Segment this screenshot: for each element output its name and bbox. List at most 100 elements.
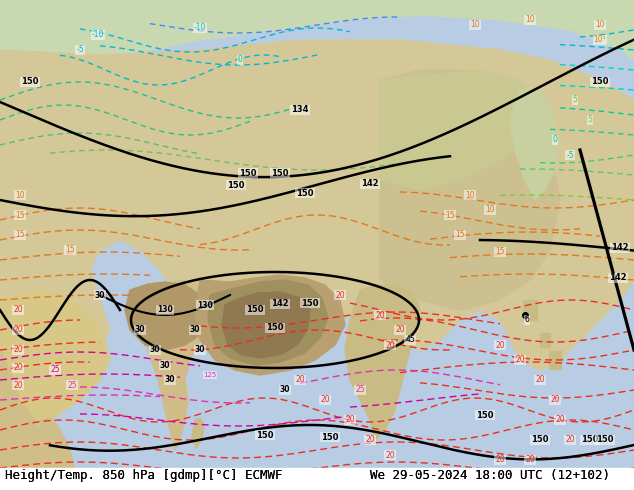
Text: 134: 134 <box>291 105 309 115</box>
Text: Height/Temp. 850 hPa [gdmp][°C] ECMWF: Height/Temp. 850 hPa [gdmp][°C] ECMWF <box>5 469 283 482</box>
Text: 30: 30 <box>195 345 205 354</box>
Text: 20: 20 <box>320 395 330 405</box>
Text: 30: 30 <box>150 345 160 354</box>
Text: 150: 150 <box>301 298 319 308</box>
Polygon shape <box>125 282 205 350</box>
Text: 20: 20 <box>13 381 23 390</box>
Polygon shape <box>192 418 204 448</box>
Text: 10: 10 <box>525 16 535 24</box>
Text: 142: 142 <box>611 244 629 252</box>
Text: 20: 20 <box>13 364 23 372</box>
Text: 20: 20 <box>550 395 560 405</box>
Text: 10: 10 <box>485 205 495 215</box>
Text: 142: 142 <box>609 273 627 283</box>
Text: 125: 125 <box>204 372 217 378</box>
Polygon shape <box>380 70 560 310</box>
Text: 0: 0 <box>553 136 557 145</box>
Text: 150: 150 <box>22 77 39 87</box>
Text: 30: 30 <box>94 291 105 299</box>
Text: 20: 20 <box>555 416 565 424</box>
Text: -5: -5 <box>566 150 574 160</box>
Text: 150: 150 <box>476 411 494 419</box>
Polygon shape <box>523 300 537 320</box>
Text: 20: 20 <box>395 325 405 335</box>
Text: 5: 5 <box>573 96 578 104</box>
Polygon shape <box>380 70 540 190</box>
Polygon shape <box>0 0 634 100</box>
Text: 20: 20 <box>495 341 505 349</box>
Text: 130: 130 <box>197 300 213 310</box>
Text: 150: 150 <box>227 180 245 190</box>
Text: 10: 10 <box>595 21 605 29</box>
Polygon shape <box>145 280 210 450</box>
Polygon shape <box>222 292 310 358</box>
Text: 20: 20 <box>345 416 355 424</box>
Text: -5: -5 <box>76 46 84 54</box>
Text: 150: 150 <box>296 189 314 197</box>
Polygon shape <box>0 350 50 490</box>
Text: 25: 25 <box>50 366 60 374</box>
Polygon shape <box>0 40 634 370</box>
Text: Height/Temp. 850 hPa [gdmp][°C] ECMWF: Height/Temp. 850 hPa [gdmp][°C] ECMWF <box>5 469 283 482</box>
Bar <box>0 468 634 490</box>
Text: -10: -10 <box>194 24 206 32</box>
Polygon shape <box>208 280 328 365</box>
Text: 20: 20 <box>13 345 23 354</box>
Text: 20: 20 <box>375 311 385 319</box>
Text: 20: 20 <box>335 291 345 299</box>
Polygon shape <box>38 418 75 490</box>
Text: 10: 10 <box>470 21 480 29</box>
Text: 5: 5 <box>588 116 592 124</box>
Text: 20: 20 <box>365 436 375 444</box>
Text: 150: 150 <box>239 169 257 177</box>
Text: 6: 6 <box>524 316 529 324</box>
Text: 150: 150 <box>581 436 598 444</box>
Text: 30: 30 <box>165 375 175 385</box>
Text: 20: 20 <box>495 456 505 465</box>
Text: 30: 30 <box>190 325 200 335</box>
Text: 15: 15 <box>15 211 25 220</box>
Text: 30: 30 <box>280 386 290 394</box>
Text: 25: 25 <box>67 381 77 390</box>
Text: 25: 25 <box>355 386 365 394</box>
Text: 15: 15 <box>495 247 505 256</box>
Text: 142: 142 <box>361 179 378 189</box>
Text: 20: 20 <box>13 325 23 335</box>
Text: 20: 20 <box>515 356 525 365</box>
Polygon shape <box>195 275 345 375</box>
Polygon shape <box>345 285 420 440</box>
Text: We 29-05-2024 18:00 UTC (12+102): We 29-05-2024 18:00 UTC (12+102) <box>370 469 610 482</box>
Text: 10: 10 <box>15 191 25 199</box>
Text: 45: 45 <box>405 336 415 344</box>
Text: 30: 30 <box>135 325 145 335</box>
Text: 150: 150 <box>531 436 549 444</box>
Text: 15: 15 <box>65 245 75 254</box>
Text: 15: 15 <box>455 230 465 240</box>
Text: 15: 15 <box>445 211 455 220</box>
Text: 150: 150 <box>321 433 339 441</box>
Text: 150: 150 <box>596 436 614 444</box>
Polygon shape <box>510 90 558 200</box>
Text: 20: 20 <box>535 375 545 385</box>
Text: 0: 0 <box>238 55 242 65</box>
Polygon shape <box>549 351 561 369</box>
Text: 20: 20 <box>385 341 395 349</box>
Text: 142: 142 <box>271 299 289 309</box>
Polygon shape <box>0 290 110 430</box>
Text: We 29-05-2024 18:00 UTC (12+102): We 29-05-2024 18:00 UTC (12+102) <box>370 469 610 482</box>
Text: 20: 20 <box>385 450 395 460</box>
Text: 150: 150 <box>266 323 284 333</box>
Text: 20: 20 <box>13 305 23 315</box>
Text: 150: 150 <box>592 77 609 87</box>
Text: 150: 150 <box>256 431 274 440</box>
Text: 15: 15 <box>15 230 25 240</box>
Text: -10: -10 <box>92 30 104 40</box>
Text: 150: 150 <box>246 305 264 315</box>
Text: 20: 20 <box>525 456 535 465</box>
Text: 10¹: 10¹ <box>593 35 606 45</box>
Text: 10: 10 <box>465 191 475 199</box>
Polygon shape <box>540 333 550 347</box>
Text: 30: 30 <box>160 361 171 369</box>
Text: 20: 20 <box>295 375 305 385</box>
Text: 130: 130 <box>157 305 173 315</box>
